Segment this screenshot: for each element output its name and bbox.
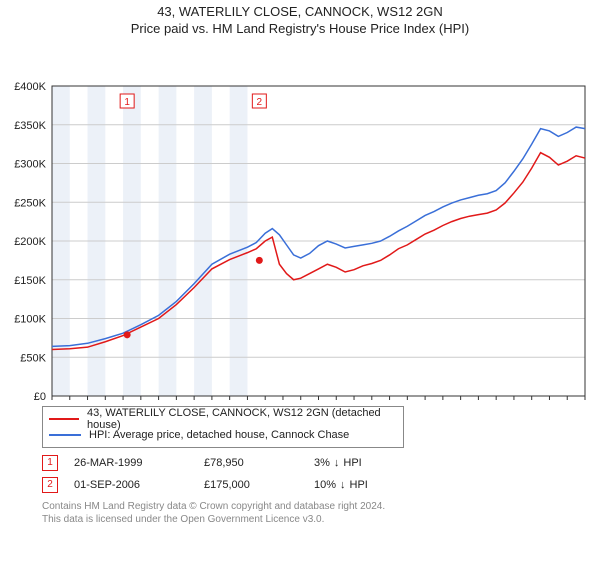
hpi-chart-container: { "title_main": "43, WATERLILY CLOSE, CA… <box>0 4 600 564</box>
legend-row-hpi: HPI: Average price, detached house, Cann… <box>49 427 397 443</box>
legend-row-property: 43, WATERLILY CLOSE, CANNOCK, WS12 2GN (… <box>49 411 397 427</box>
down-arrow-icon: ↓ <box>334 457 340 469</box>
svg-text:1: 1 <box>124 97 130 108</box>
svg-text:£0: £0 <box>34 391 46 400</box>
svg-text:£300K: £300K <box>14 159 46 171</box>
svg-text:£350K: £350K <box>14 120 46 132</box>
down-arrow-icon: ↓ <box>340 479 346 491</box>
svg-text:2: 2 <box>257 97 263 108</box>
svg-text:£50K: £50K <box>20 352 46 364</box>
chart-subtitle: Price paid vs. HM Land Registry's House … <box>0 21 600 36</box>
sale-row: 2 01-SEP-2006 £175,000 10% ↓ HPI <box>42 474 600 496</box>
license-text: Contains HM Land Registry data © Crown c… <box>42 500 600 526</box>
svg-text:£100K: £100K <box>14 314 46 326</box>
chart-svg: £0 £50K £100K £150K £200K £250K £300K £350K £400… <box>0 40 600 400</box>
sale-diff: 10% ↓ HPI <box>314 479 368 491</box>
chart-title-address: 43, WATERLILY CLOSE, CANNOCK, WS12 2GN <box>0 4 600 19</box>
svg-text:£250K: £250K <box>14 197 46 209</box>
svg-text:£150K: £150K <box>14 275 46 287</box>
chart-plot-area: £0 £50K £100K £150K £200K £250K £300K £350K £400… <box>0 40 600 400</box>
sale-date: 26-MAR-1999 <box>74 457 204 469</box>
svg-text:£400K: £400K <box>14 81 46 93</box>
sale-price: £78,950 <box>204 457 314 469</box>
svg-text:£200K: £200K <box>14 236 46 248</box>
sale-marker-box: 1 <box>42 455 58 471</box>
sale-price: £175,000 <box>204 479 314 491</box>
sale-marker-box: 2 <box>42 477 58 493</box>
sale-diff: 3% ↓ HPI <box>314 457 362 469</box>
legend-label-property: 43, WATERLILY CLOSE, CANNOCK, WS12 2GN (… <box>87 407 397 431</box>
legend-label-hpi: HPI: Average price, detached house, Cann… <box>89 429 349 441</box>
sale-rows: 1 26-MAR-1999 £78,950 3% ↓ HPI 2 01-SEP-… <box>42 452 600 496</box>
sale-row: 1 26-MAR-1999 £78,950 3% ↓ HPI <box>42 452 600 474</box>
sale-date: 01-SEP-2006 <box>74 479 204 491</box>
legend: 43, WATERLILY CLOSE, CANNOCK, WS12 2GN (… <box>42 406 404 448</box>
